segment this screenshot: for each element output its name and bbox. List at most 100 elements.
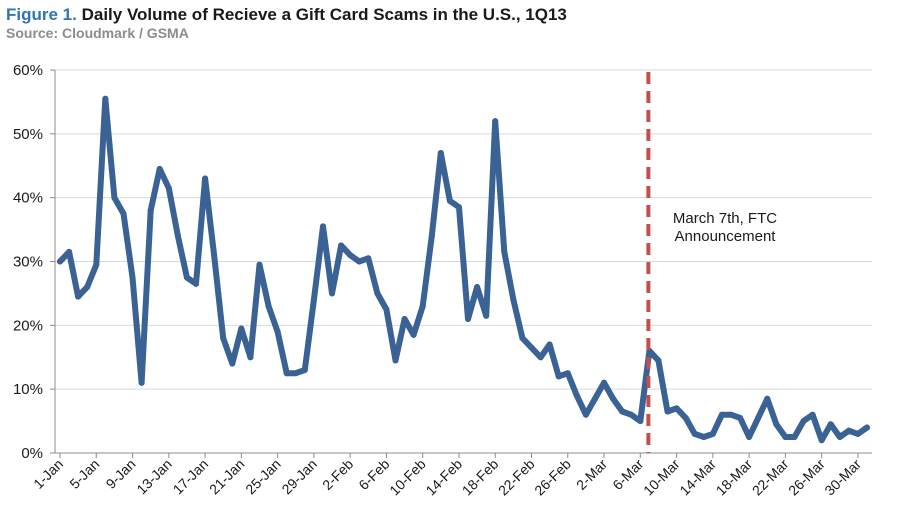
x-tick-label: 13-Jan — [133, 456, 175, 498]
x-axis: 1-Jan 5-Jan 9-Jan13-Jan17-Jan21-Jan25-Jan2… — [30, 452, 872, 499]
data-point — [864, 424, 870, 431]
data-point — [737, 414, 744, 421]
data-point — [782, 434, 789, 441]
data-point — [537, 354, 544, 361]
data-point — [510, 296, 517, 303]
data-point — [238, 325, 245, 332]
y-tick-label: 0% — [21, 445, 43, 462]
data-point — [374, 290, 381, 297]
data-point — [528, 344, 535, 351]
data-point — [437, 149, 444, 156]
data-point — [483, 312, 490, 319]
series-group — [57, 95, 870, 444]
data-point — [800, 418, 807, 425]
data-point — [764, 395, 771, 402]
data-point — [338, 242, 345, 249]
data-point — [827, 421, 834, 428]
x-tick-label: 10-Mar — [640, 456, 683, 499]
data-point — [727, 411, 734, 418]
data-point — [637, 418, 644, 425]
data-point — [120, 210, 127, 217]
data-point — [174, 232, 181, 239]
data-point — [836, 434, 843, 441]
x-tick-label: 2-Feb — [319, 456, 356, 493]
data-point — [691, 430, 698, 437]
x-tick-label: 10-Feb — [386, 456, 429, 499]
x-tick-label: 14-Mar — [676, 456, 719, 499]
data-point — [274, 328, 281, 335]
x-tick-label: 18-Mar — [713, 456, 756, 499]
y-tick-label: 10% — [13, 381, 43, 398]
x-tick-label: 2-Mar — [573, 456, 610, 493]
data-point — [746, 434, 753, 441]
data-point — [256, 261, 263, 268]
data-point — [591, 395, 598, 402]
y-tick-label: 40% — [13, 190, 43, 207]
data-point — [428, 232, 435, 239]
data-point — [57, 258, 63, 265]
figure-label: Figure 1. — [6, 5, 77, 24]
data-point — [319, 223, 326, 230]
data-point — [492, 118, 499, 125]
data-point — [854, 430, 861, 437]
data-point — [709, 430, 716, 437]
data-point — [582, 411, 589, 418]
data-point — [655, 357, 662, 364]
y-tick-label: 60% — [13, 62, 43, 79]
data-point — [519, 335, 526, 342]
y-axis: 0% 10% 20% 30% 40% 50% 60% — [13, 62, 56, 462]
data-point — [718, 411, 725, 418]
data-point — [619, 408, 626, 415]
data-point — [220, 335, 227, 342]
data-point — [301, 367, 308, 374]
data-point — [156, 165, 163, 172]
data-point — [628, 411, 635, 418]
data-point — [111, 194, 118, 201]
data-point — [165, 185, 172, 192]
data-point — [310, 296, 317, 303]
x-tick-label: 14-Feb — [422, 456, 465, 499]
x-tick-label: 25-Jan — [242, 456, 284, 498]
x-tick-label: 22-Feb — [495, 456, 538, 499]
data-point — [791, 434, 798, 441]
data-point — [465, 315, 472, 322]
data-point — [446, 197, 453, 204]
data-point — [673, 405, 680, 412]
data-point — [664, 408, 671, 415]
data-point — [138, 379, 145, 386]
x-tick-label: 30-Mar — [821, 456, 864, 499]
data-point — [610, 395, 617, 402]
data-point — [410, 331, 417, 338]
title-block: Figure 1. Daily Volume of Recieve a Gift… — [6, 4, 567, 42]
data-point — [229, 360, 236, 367]
annotation-label: March 7th, FTC — [673, 210, 777, 227]
data-point — [365, 255, 372, 262]
data-point — [546, 341, 553, 348]
data-point — [93, 261, 100, 268]
data-point — [383, 306, 390, 313]
data-point — [573, 392, 580, 399]
data-point — [183, 274, 190, 281]
data-point — [265, 303, 272, 310]
chart-source: Source: Cloudmark / GSMA — [6, 25, 189, 41]
data-point — [292, 370, 299, 377]
data-point — [682, 414, 689, 421]
y-tick-label: 50% — [13, 126, 43, 143]
data-point — [818, 437, 825, 444]
data-point — [700, 434, 707, 441]
y-tick-label: 30% — [13, 254, 43, 271]
x-tick-label: 21-Jan — [206, 456, 248, 498]
data-point — [501, 248, 508, 255]
x-tick-label: 5-Jan — [66, 456, 102, 492]
data-point — [755, 414, 762, 421]
x-tick-label: 29-Jan — [278, 456, 320, 498]
data-point — [283, 370, 290, 377]
data-point — [247, 354, 254, 361]
data-point — [202, 175, 209, 182]
x-tick-label: 18-Feb — [459, 456, 502, 499]
data-point — [419, 303, 426, 310]
data-point — [147, 207, 154, 214]
annotation-label: Announcement — [675, 228, 777, 245]
